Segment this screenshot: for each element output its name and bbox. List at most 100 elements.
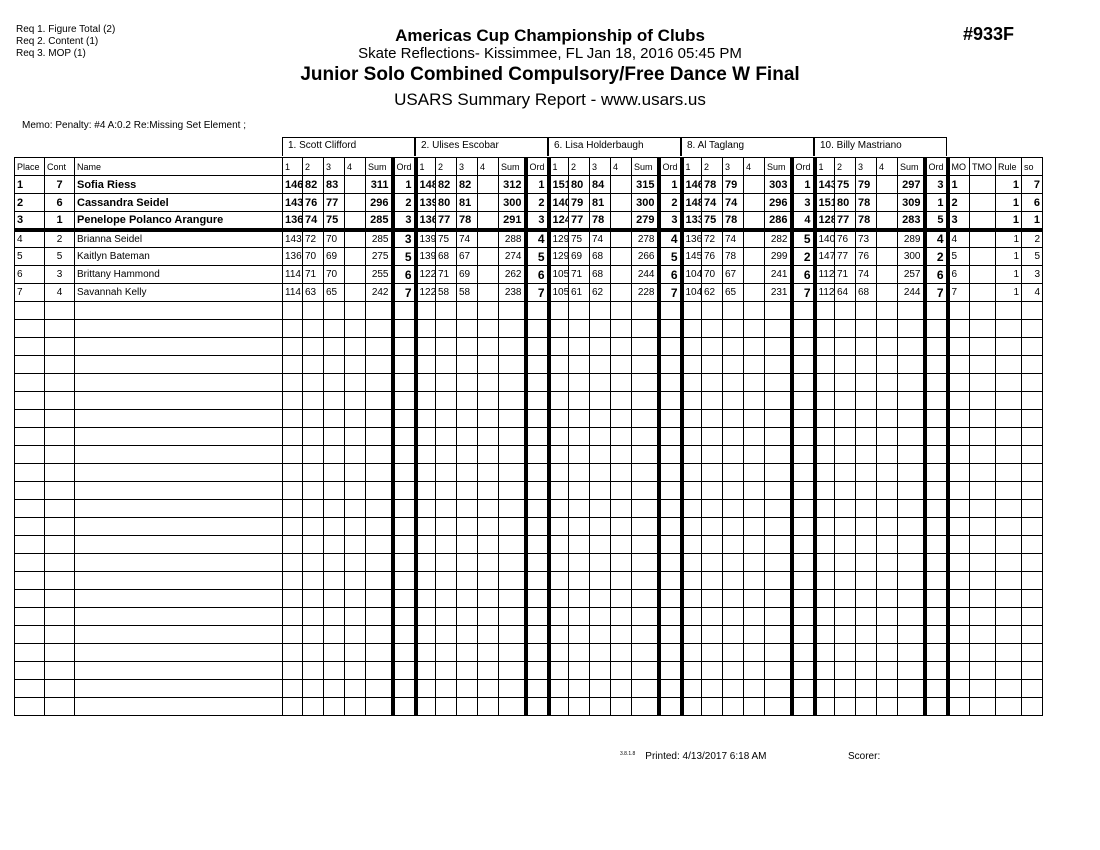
score-cell xyxy=(610,427,632,446)
score-cell: 71 xyxy=(834,265,856,284)
score-cell xyxy=(548,445,569,464)
score-cell xyxy=(568,697,590,716)
score-cell xyxy=(876,589,898,608)
ordinal-cell: 6 xyxy=(523,265,551,284)
sum-cell xyxy=(498,301,526,320)
name-cell xyxy=(74,697,283,716)
score-cell xyxy=(344,301,366,320)
score-cell xyxy=(589,517,611,536)
score-cell xyxy=(344,265,366,284)
sum-cell: 282 xyxy=(764,229,792,248)
score-cell xyxy=(477,175,499,194)
mo-cell: 5 xyxy=(947,247,970,266)
score-cell: 69 xyxy=(456,265,478,284)
score-cell xyxy=(834,427,856,446)
score-cell xyxy=(323,661,345,680)
name-cell xyxy=(74,319,283,338)
score-cell xyxy=(834,643,856,662)
score-cell: 136 xyxy=(415,211,436,232)
name-cell xyxy=(74,337,283,356)
sum-cell: 279 xyxy=(631,211,659,232)
score-cell xyxy=(548,643,569,662)
ordinal-cell xyxy=(789,607,817,626)
sum-cell xyxy=(498,373,526,392)
sum-cell xyxy=(365,625,393,644)
score-cell xyxy=(855,427,877,446)
ordinal-cell: 6 xyxy=(656,265,684,284)
cont-cell xyxy=(44,679,75,698)
ordinal-cell: 5 xyxy=(922,211,950,232)
score-cell xyxy=(344,193,366,212)
cont-cell xyxy=(44,661,75,680)
sum-cell xyxy=(631,481,659,500)
score-cell xyxy=(681,679,702,698)
score-cell xyxy=(568,607,590,626)
score-cell xyxy=(344,625,366,644)
so-cell xyxy=(1021,643,1043,662)
score-cell xyxy=(701,301,723,320)
score-cell: 77 xyxy=(435,211,457,232)
score-cell xyxy=(834,571,856,590)
empty-row xyxy=(14,481,1043,500)
column-header: 1 xyxy=(282,157,303,176)
score-cell: 105 xyxy=(548,265,569,284)
score-cell xyxy=(282,319,303,338)
score-cell xyxy=(610,625,632,644)
so-cell xyxy=(1021,481,1043,500)
ordinal-cell xyxy=(390,571,418,590)
score-cell xyxy=(415,319,436,338)
sum-cell xyxy=(365,427,393,446)
rule-cell xyxy=(995,589,1022,608)
score-cell xyxy=(568,571,590,590)
score-cell: 84 xyxy=(589,175,611,194)
score-cell xyxy=(302,301,324,320)
score-cell xyxy=(282,427,303,446)
score-cell xyxy=(302,499,324,518)
score-cell xyxy=(876,355,898,374)
score-cell xyxy=(814,355,835,374)
ordinal-cell: 7 xyxy=(656,283,684,302)
score-cell xyxy=(722,607,744,626)
score-cell xyxy=(610,391,632,410)
score-cell xyxy=(743,643,765,662)
rule-cell: 1 xyxy=(995,211,1022,232)
column-header: Ord xyxy=(656,157,684,176)
ordinal-cell xyxy=(523,301,551,320)
place-cell xyxy=(14,697,45,716)
score-cell xyxy=(681,391,702,410)
score-cell xyxy=(344,607,366,626)
score-cell xyxy=(302,409,324,428)
rule-cell: 1 xyxy=(995,247,1022,266)
score-cell xyxy=(323,589,345,608)
score-cell xyxy=(548,301,569,320)
place-cell xyxy=(14,391,45,410)
name-cell: Savannah Kelly xyxy=(74,283,283,302)
score-cell xyxy=(834,661,856,680)
score-cell xyxy=(589,463,611,482)
name-cell: Sofia Riess xyxy=(74,175,283,194)
score-cell xyxy=(722,409,744,428)
score-cell xyxy=(589,445,611,464)
mo-cell xyxy=(947,535,970,554)
ordinal-cell xyxy=(656,661,684,680)
sum-cell: 312 xyxy=(498,175,526,194)
so-cell xyxy=(1021,589,1043,608)
score-cell xyxy=(722,499,744,518)
ordinal-cell xyxy=(390,535,418,554)
score-cell xyxy=(855,625,877,644)
score-cell xyxy=(568,517,590,536)
score-cell: 74 xyxy=(722,193,744,212)
score-cell: 58 xyxy=(456,283,478,302)
score-cell xyxy=(743,697,765,716)
score-cell xyxy=(610,301,632,320)
score-cell xyxy=(610,211,632,232)
mo-cell: 7 xyxy=(947,283,970,302)
requirement: Req 1. Figure Total (2) xyxy=(16,24,116,35)
score-cell xyxy=(456,301,478,320)
ordinal-cell xyxy=(390,481,418,500)
score-cell xyxy=(589,301,611,320)
score-cell xyxy=(344,373,366,392)
sum-cell xyxy=(897,445,925,464)
mo-cell: 1 xyxy=(947,175,970,194)
